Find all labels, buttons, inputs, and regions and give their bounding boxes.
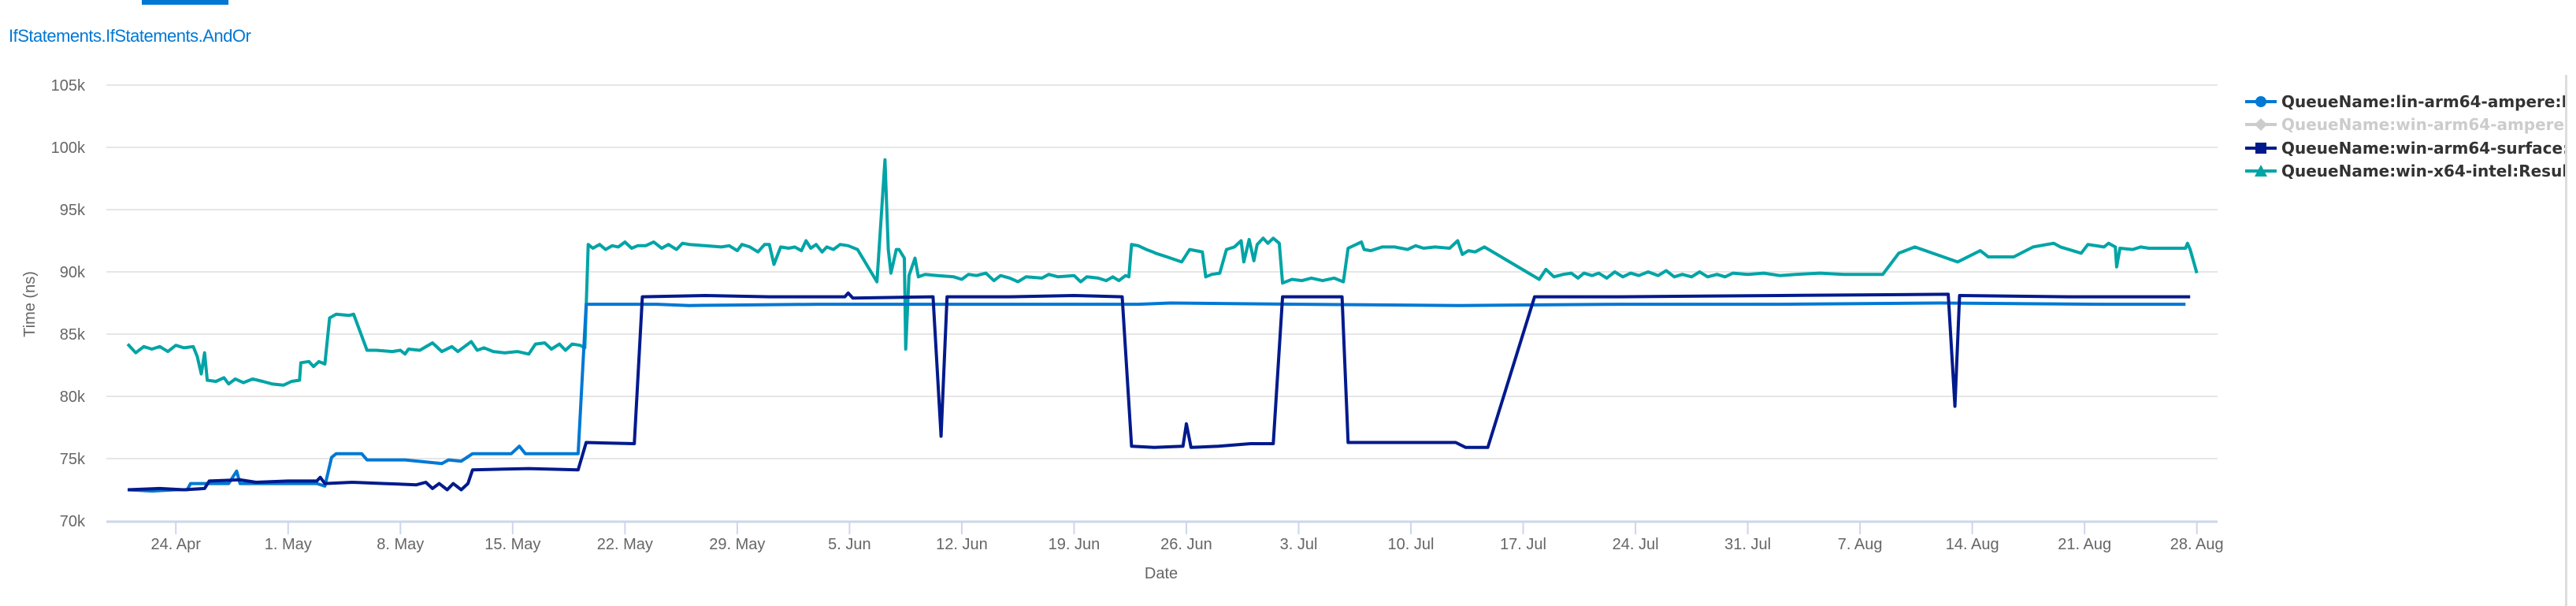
x-tick-label: 24. Apr <box>151 536 202 553</box>
x-tick-label: 22. May <box>597 536 653 553</box>
y-tick-label: 85k <box>60 326 86 344</box>
legend-label: QueueName:lin-arm64-ampere:Result <box>2281 91 2565 111</box>
legend-item[interactable]: QueueName:win-x64-intel:Result <box>2245 160 2565 184</box>
x-tick-label: 8. May <box>377 536 424 553</box>
x-tick-label: 1. May <box>265 536 312 553</box>
x-tick-label: 3. Jul <box>1280 536 1318 553</box>
legend: QueueName:lin-arm64-ampere:Result QueueNa… <box>2245 90 2565 183</box>
x-tick-label: 5. Jun <box>828 536 870 553</box>
series-line-circle[interactable] <box>127 301 2186 493</box>
legend-item[interactable]: QueueName:win-arm64-ampere:Result <box>2245 113 2565 137</box>
active-tab-indicator[interactable] <box>142 0 228 5</box>
legend-label: QueueName:win-arm64-surface:Result <box>2281 138 2565 158</box>
panel-divider <box>2565 75 2567 606</box>
legend-item[interactable]: QueueName:win-arm64-surface:Result <box>2245 136 2565 160</box>
y-tick-label: 90k <box>60 264 86 281</box>
grid-lines <box>106 84 2218 459</box>
x-tick-label: 10. Jul <box>1388 536 1435 553</box>
x-tick-label: 28. Aug <box>2170 536 2224 553</box>
x-tick-label: 19. Jun <box>1049 536 1101 553</box>
chart-title[interactable]: IfStatements.IfStatements.AndOr <box>9 26 251 46</box>
x-tick-label: 15. May <box>484 536 540 553</box>
y-axis-title: Time (ns) <box>21 271 39 337</box>
series-lines <box>126 158 2199 493</box>
diamond-marker-icon <box>2245 118 2277 132</box>
series-line-triangle[interactable] <box>126 158 2199 387</box>
legend-item[interactable]: QueueName:lin-arm64-ampere:Result <box>2245 90 2565 113</box>
square-marker-icon <box>2245 142 2277 154</box>
x-axis: 24. Apr 1. May 8. May 15. May 22. May 29. May… <box>106 520 2224 553</box>
y-tick-label: 75k <box>60 451 86 468</box>
triangle-marker-icon <box>2245 165 2277 177</box>
x-tick-label: 17. Jul <box>1500 536 1546 553</box>
legend-label: QueueName:win-x64-intel:Result <box>2281 162 2565 181</box>
x-tick-label: 31. Jul <box>1724 536 1771 553</box>
x-axis-title: Date <box>1145 565 1178 582</box>
x-tick-label: 12. Jun <box>936 536 988 553</box>
circle-marker-icon <box>2245 95 2277 107</box>
y-tick-label: 100k <box>51 139 86 157</box>
y-tick-label: 70k <box>60 513 86 530</box>
x-tick-label: 29. May <box>709 536 765 553</box>
series-line-square[interactable] <box>128 291 2191 492</box>
legend-label: QueueName:win-arm64-ampere:Result <box>2281 115 2565 135</box>
y-axis-tick-labels: 70k 75k 80k 85k 90k 95k 100k 105k <box>51 77 86 530</box>
y-tick-label: 105k <box>51 77 86 95</box>
y-tick-label: 95k <box>60 202 86 219</box>
y-tick-label: 80k <box>60 389 86 406</box>
x-tick-label: 24. Jul <box>1613 536 1659 553</box>
x-tick-label: 14. Aug <box>1946 536 1999 553</box>
x-tick-label: 7. Aug <box>1838 536 1883 553</box>
x-tick-label: 26. Jun <box>1160 536 1212 553</box>
x-tick-label: 21. Aug <box>2058 536 2111 553</box>
